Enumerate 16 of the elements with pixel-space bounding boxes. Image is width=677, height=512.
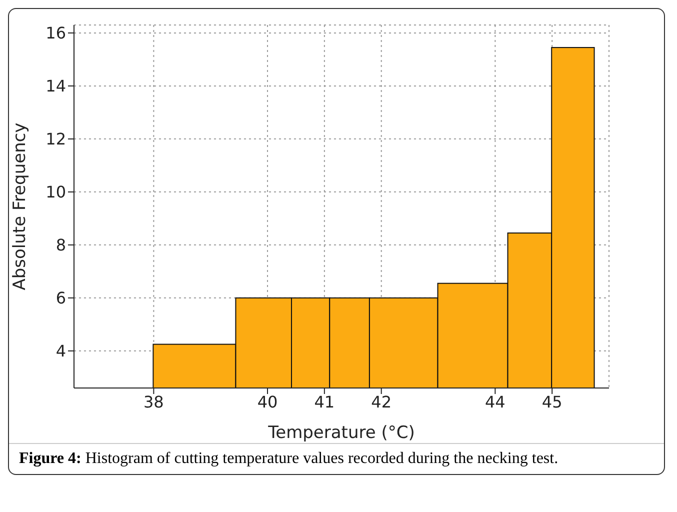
x-tick-label: 45 xyxy=(542,392,562,412)
x-tick-label: 40 xyxy=(257,392,278,412)
x-tick-label: 38 xyxy=(144,392,164,412)
y-tick-label: 14 xyxy=(46,76,66,96)
y-tick-label: 16 xyxy=(46,24,66,43)
x-axis-title: Temperature (°C) xyxy=(267,423,415,443)
x-tick-label: 41 xyxy=(314,392,335,412)
x-tick-label: 42 xyxy=(371,392,392,412)
y-tick-label: 10 xyxy=(46,182,66,202)
y-tick-label: 4 xyxy=(56,342,66,361)
y-axis-title: Absolute Frequency xyxy=(10,122,30,290)
x-tick-label: 44 xyxy=(484,392,506,412)
y-tick-label: 6 xyxy=(56,288,66,308)
caption: Figure 4: Histogram of cutting temperature values recorded during the necking test. xyxy=(9,443,664,474)
y-tick-label: 12 xyxy=(46,130,66,149)
y-tick-label: 8 xyxy=(56,236,66,255)
